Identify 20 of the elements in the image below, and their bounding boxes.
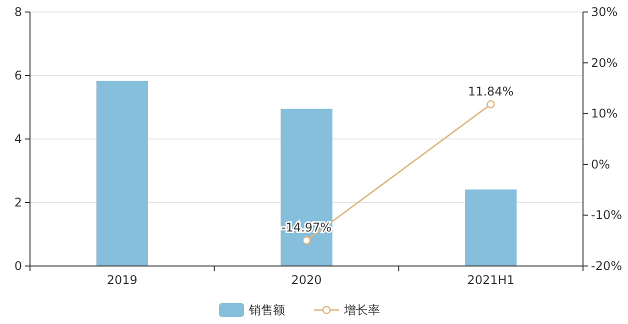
y-tick-label: 6 — [14, 68, 22, 82]
y-tick-label: 8 — [14, 5, 22, 19]
y2-tick-label: 10% — [591, 106, 618, 121]
legend-label: 销售额 — [248, 303, 285, 317]
y2-tick-label: 30% — [591, 5, 618, 19]
x-tick-label: 2019 — [106, 273, 138, 287]
legend-label: 增长率 — [343, 303, 380, 317]
bar — [96, 80, 148, 266]
y2-tick-label: -10% — [591, 208, 622, 222]
y-tick-label: 2 — [14, 196, 22, 210]
y2-tick-label: 20% — [591, 56, 618, 70]
y-tick-label: 4 — [14, 132, 22, 146]
x-tick-label: 2021H1 — [467, 273, 514, 287]
bar — [465, 189, 517, 266]
bar — [280, 108, 332, 266]
y2-tick-label: -20% — [591, 259, 622, 273]
data-label: 11.84% — [468, 84, 514, 98]
y2-tick-label: 0% — [591, 157, 610, 172]
x-tick-label: 2020 — [291, 273, 322, 287]
y-tick-label: 0 — [14, 259, 22, 273]
